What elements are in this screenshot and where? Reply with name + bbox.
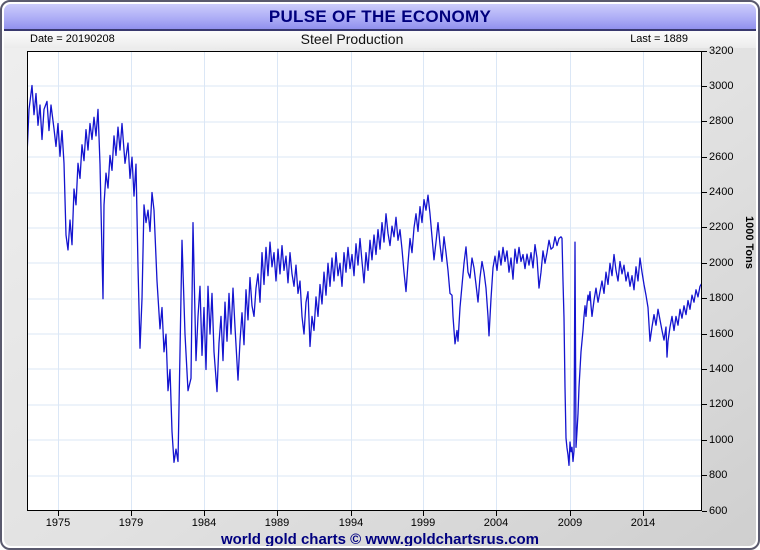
y-axis-tick xyxy=(702,156,707,158)
y-axis-tick xyxy=(702,510,707,512)
y-axis-label: 1400 xyxy=(709,362,734,375)
title-bar: PULSE OF THE ECONOMY xyxy=(4,4,756,31)
y-axis-label: 1600 xyxy=(709,327,734,340)
y-axis-tick xyxy=(702,404,707,406)
y-axis-label: 2400 xyxy=(709,186,734,199)
footer-credit: world gold charts © www.goldchartsrus.co… xyxy=(220,531,540,546)
steel-production-line-chart xyxy=(27,51,702,511)
x-axis-tick xyxy=(204,511,205,516)
y-axis-tick xyxy=(702,85,707,87)
page-title: PULSE OF THE ECONOMY xyxy=(268,7,492,26)
y-axis-label: 3000 xyxy=(709,79,734,92)
x-axis-tick xyxy=(351,511,352,516)
x-axis-label: 1975 xyxy=(45,517,71,529)
x-axis-label: 1999 xyxy=(410,517,436,529)
x-axis-label: 1979 xyxy=(118,517,144,529)
sub-header: Date = 20190208 Steel Production Last = … xyxy=(4,31,756,48)
window-body: PULSE OF THE ECONOMY Date = 20190208 Ste… xyxy=(4,4,756,546)
y-axis-label: 2200 xyxy=(709,221,734,234)
y-axis-label: 800 xyxy=(709,469,728,482)
y-axis-tick xyxy=(702,50,707,52)
y-axis-tick xyxy=(702,475,707,477)
x-axis-tick xyxy=(277,511,278,516)
x-axis-label: 1994 xyxy=(338,517,364,529)
plot-frame xyxy=(27,51,702,511)
y-axis-tick xyxy=(702,368,707,370)
y-axis-title: 1000 Tons xyxy=(743,216,755,269)
data-line-steel-production xyxy=(27,84,702,467)
chart-body: 600 800 1000 1200 1400 1600 1800 2000 2200 2400 26… xyxy=(6,45,755,546)
y-axis-tick xyxy=(702,262,707,264)
x-axis-tick xyxy=(58,511,59,516)
y-axis-tick xyxy=(702,227,707,229)
y-axis-tick xyxy=(702,192,707,194)
y-axis-label: 600 xyxy=(709,504,728,517)
y-axis-label: 2800 xyxy=(709,115,734,128)
y-axis-label: 1200 xyxy=(709,398,734,411)
x-axis-label: 2009 xyxy=(557,517,583,529)
date-label: Date = 20190208 xyxy=(30,33,115,45)
x-axis-label: 2014 xyxy=(630,517,656,529)
y-axis-label: 1000 xyxy=(709,433,734,446)
x-axis-tick xyxy=(643,511,644,516)
last-value-label: Last = 1889 xyxy=(630,33,688,45)
y-axis-label: 1800 xyxy=(709,292,734,305)
x-axis-tick xyxy=(570,511,571,516)
x-axis-tick xyxy=(131,511,132,516)
x-axis-label: 1984 xyxy=(191,517,217,529)
y-axis-tick xyxy=(702,121,707,123)
y-axis-label: 2000 xyxy=(709,256,734,269)
y-axis-tick xyxy=(702,298,707,300)
x-axis-tick xyxy=(423,511,424,516)
x-axis-label: 1989 xyxy=(264,517,290,529)
plot-area xyxy=(27,51,702,511)
chart-title: Steel Production xyxy=(300,31,404,47)
y-axis-tick xyxy=(702,333,707,335)
y-axis-label: 3200 xyxy=(709,44,734,57)
x-axis-label: 2004 xyxy=(483,517,509,529)
y-axis-tick xyxy=(702,439,707,441)
y-axis-label: 2600 xyxy=(709,150,734,163)
x-axis-tick xyxy=(496,511,497,516)
